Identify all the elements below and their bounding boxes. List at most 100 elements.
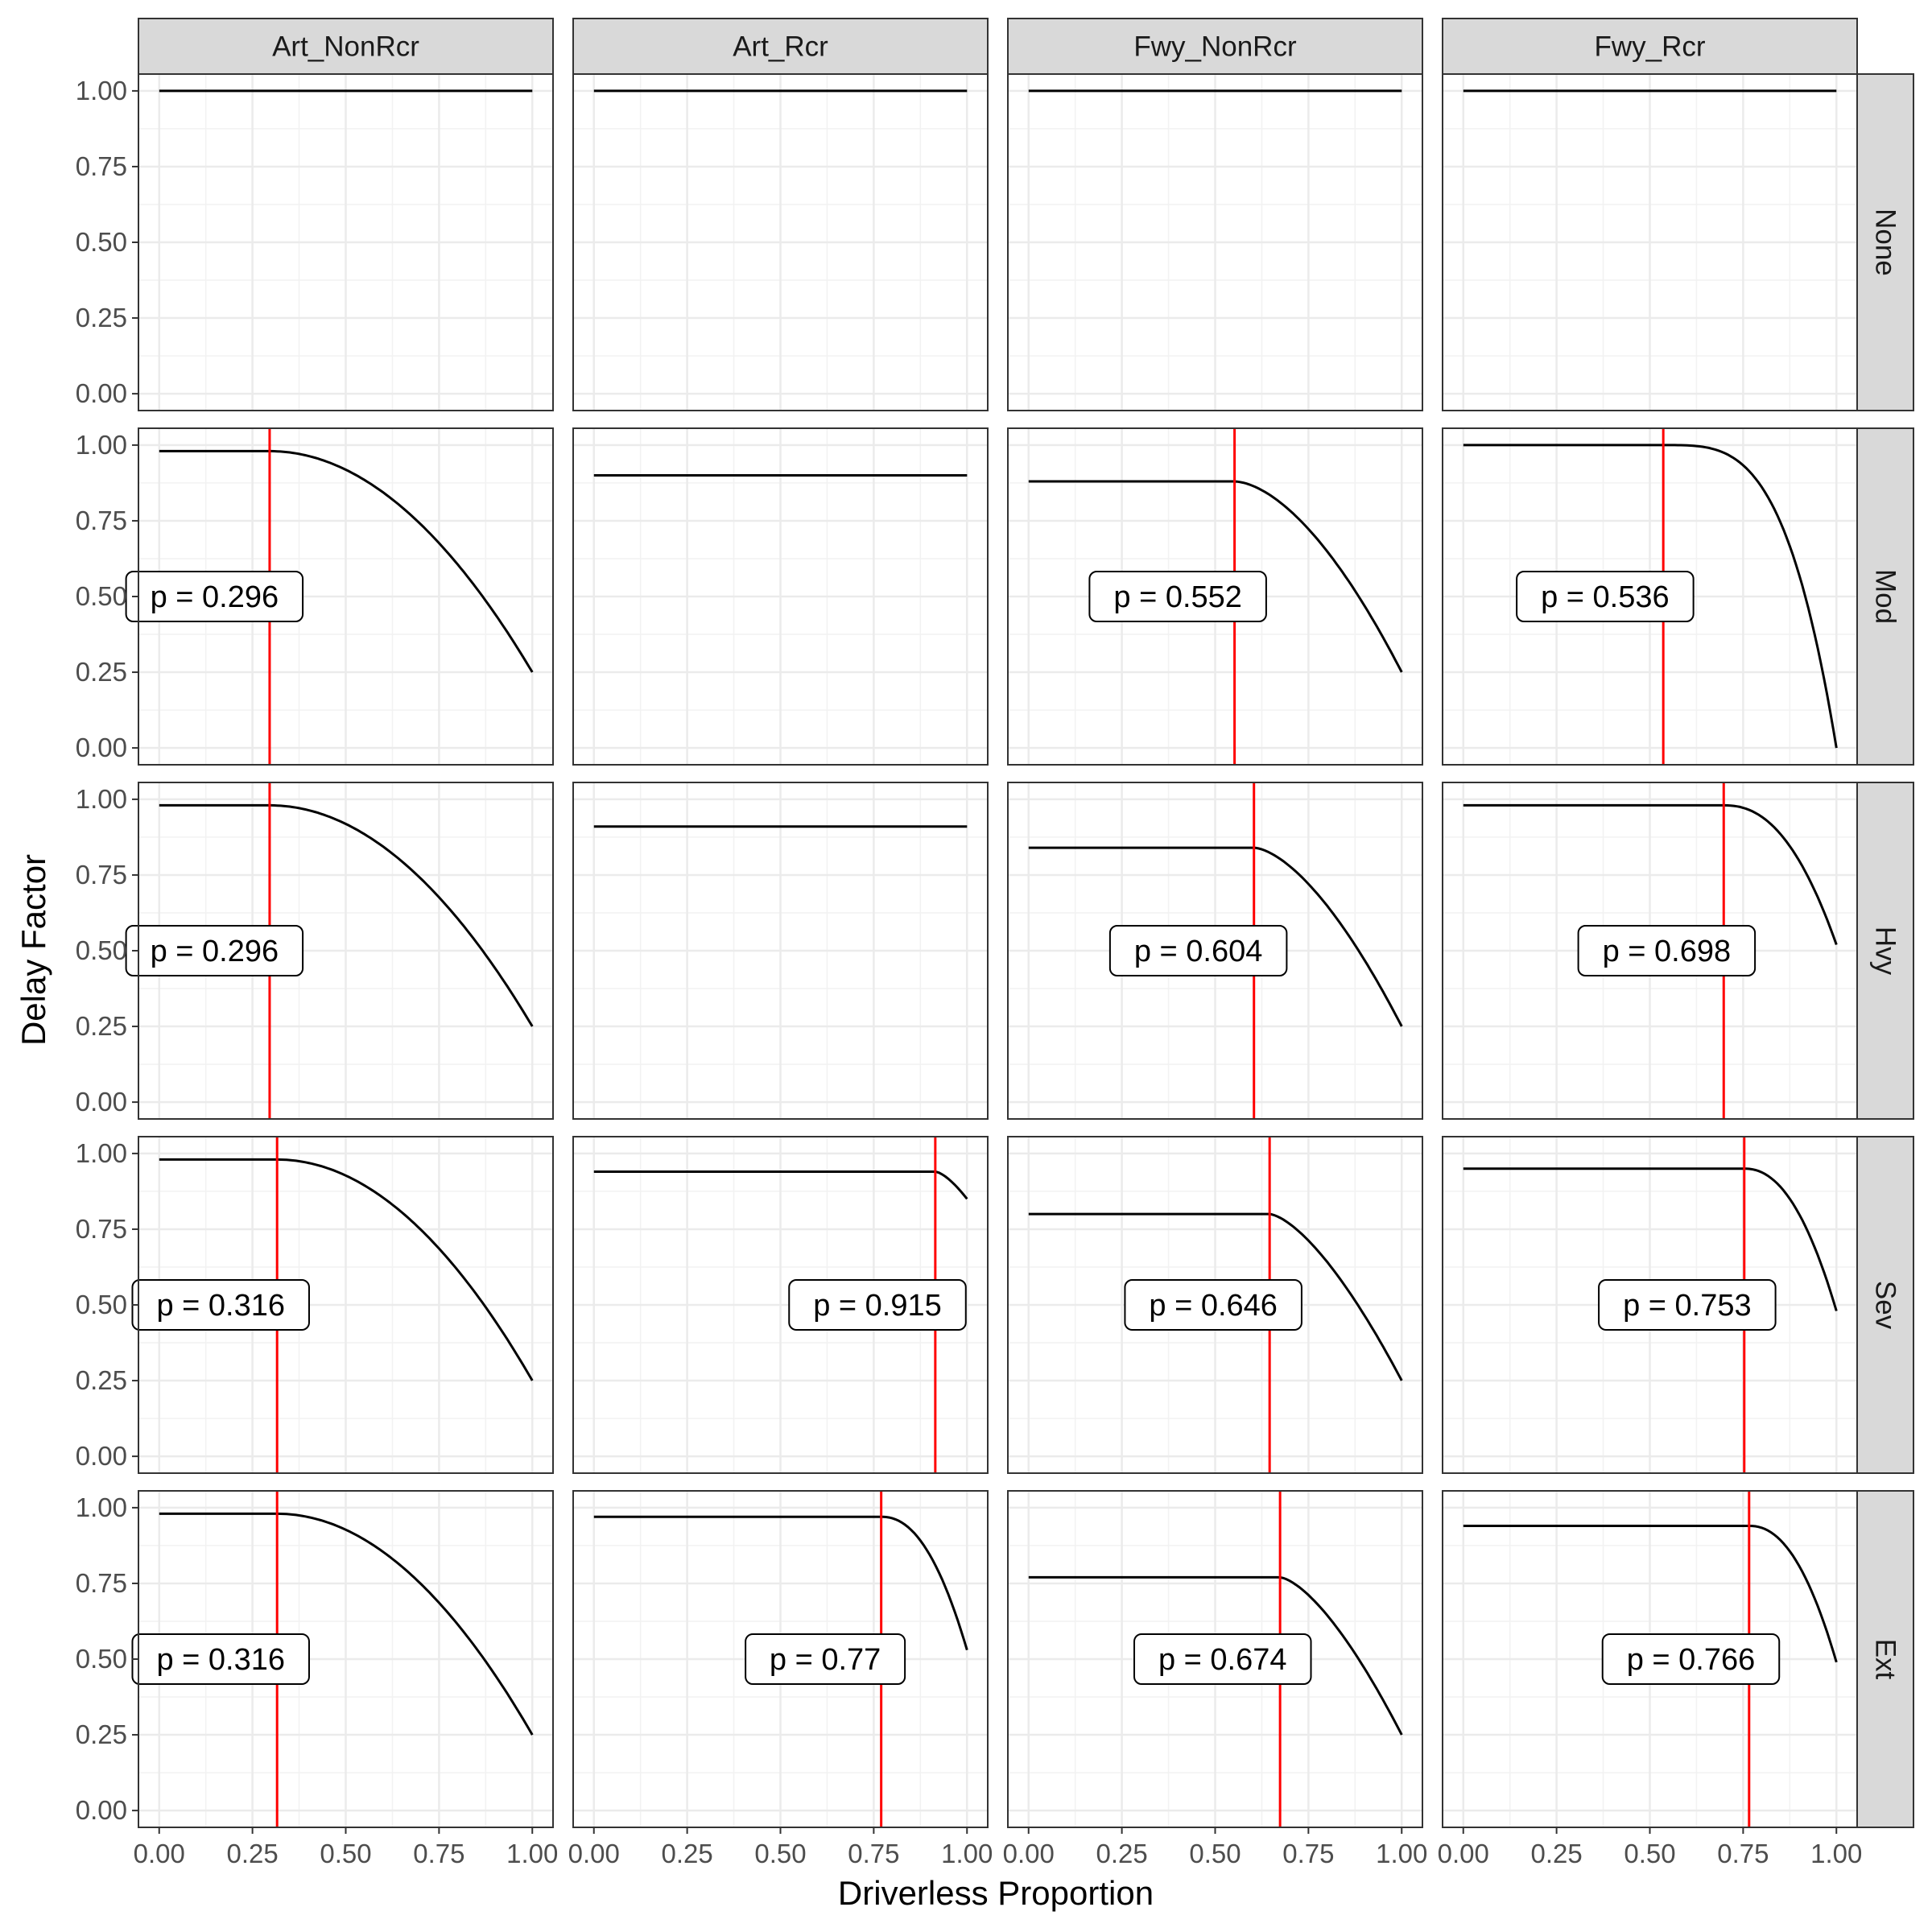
x-tick-label: 0.75 xyxy=(413,1839,464,1868)
y-tick-label: 0.25 xyxy=(76,657,127,687)
y-tick-label: 0.50 xyxy=(76,581,127,611)
x-tick-label: 0.00 xyxy=(1438,1839,1489,1868)
delay-curve xyxy=(159,1512,534,1736)
y-tick-label: 0.25 xyxy=(76,1011,127,1041)
row-strip-label: Sev xyxy=(1870,1281,1901,1330)
y-tick-label: 1.00 xyxy=(76,430,127,460)
row-strip-label: Mod xyxy=(1870,569,1901,624)
x-tick-label: 0.00 xyxy=(134,1839,185,1868)
p-label-text: p = 0.604 xyxy=(1134,935,1263,968)
p-label-box xyxy=(1516,571,1695,622)
p-label-text: p = 0.674 xyxy=(1158,1643,1287,1677)
panel-ext-fwy_rcr: p = 0.766 xyxy=(1442,1490,1858,1828)
y-tick-label: 0.50 xyxy=(76,1644,127,1674)
p-label-text: p = 0.753 xyxy=(1623,1289,1752,1323)
panel-border xyxy=(1442,782,1858,1120)
p-label-text: p = 0.316 xyxy=(156,1643,285,1677)
y-tick-label: 1.00 xyxy=(76,784,127,814)
column-strip-label: Fwy_Rcr xyxy=(1594,31,1705,63)
p-label-box xyxy=(1108,925,1288,976)
panel-border xyxy=(572,73,989,411)
x-tick-label: 0.00 xyxy=(568,1839,620,1868)
p-label-box xyxy=(1577,925,1757,976)
row-strip-label: Ext xyxy=(1870,1639,1901,1680)
column-strip xyxy=(138,18,554,75)
panel-mod-fwy_nonrcr: p = 0.552 xyxy=(1007,427,1423,766)
y-tick-label: 0.00 xyxy=(76,1441,127,1471)
p-label-box xyxy=(1598,1279,1777,1331)
panel-ext-art_nonrcr: p = 0.316 xyxy=(131,1490,554,1828)
y-tick-label: 1.00 xyxy=(76,1492,127,1522)
p-label-text: p = 0.536 xyxy=(1541,580,1670,614)
x-tick-label: 0.50 xyxy=(320,1839,371,1868)
x-tick-label: 0.25 xyxy=(227,1839,279,1868)
panel-border xyxy=(1007,782,1423,1120)
x-tick-label: 0.25 xyxy=(1096,1839,1148,1868)
y-tick-label: 0.50 xyxy=(76,227,127,257)
y-tick-label: 0.00 xyxy=(76,1795,127,1825)
p-label-text: p = 0.915 xyxy=(813,1289,942,1323)
column-strip xyxy=(1442,18,1858,75)
p-label-text: p = 0.552 xyxy=(1113,580,1242,614)
x-tick-label: 1.00 xyxy=(1376,1839,1427,1868)
x-tick-label: 1.00 xyxy=(506,1839,558,1868)
row-strip xyxy=(1856,782,1914,1120)
delay-curve xyxy=(593,1170,968,1200)
y-tick-label: 0.75 xyxy=(76,506,127,535)
x-axis-title: Driverless Proportion xyxy=(838,1874,1154,1912)
y-tick-label: 0.50 xyxy=(76,1290,127,1319)
panel-mod-art_nonrcr: p = 0.296 xyxy=(125,427,554,766)
y-tick-label: 1.00 xyxy=(76,1138,127,1168)
x-tick-label: 0.50 xyxy=(1189,1839,1241,1868)
column-strip-label: Fwy_NonRcr xyxy=(1133,31,1297,63)
panel-ext-fwy_nonrcr: p = 0.674 xyxy=(1007,1490,1423,1828)
panel-border xyxy=(1442,427,1858,766)
delay-curve xyxy=(593,1515,968,1651)
x-tick-label: 0.50 xyxy=(754,1839,806,1868)
delay-curve xyxy=(1463,444,1838,749)
y-tick-label: 1.00 xyxy=(76,76,127,105)
delay-curve xyxy=(1028,1212,1403,1381)
y-tick-label: 0.25 xyxy=(76,1719,127,1749)
panel-sev-art_nonrcr: p = 0.316 xyxy=(131,1136,554,1474)
panel-hvy-art_rcr xyxy=(572,782,989,1120)
column-strip-label: Art_NonRcr xyxy=(272,31,419,63)
y-tick-label: 0.75 xyxy=(76,151,127,181)
panel-mod-art_rcr xyxy=(572,427,989,766)
panel-border xyxy=(1442,73,1858,411)
panel-border xyxy=(1007,1136,1423,1474)
x-tick-label: 0.00 xyxy=(1003,1839,1055,1868)
y-tick-label: 0.75 xyxy=(76,1214,127,1244)
delay-curve xyxy=(1028,846,1403,1027)
panel-none-fwy_rcr xyxy=(1442,73,1858,411)
x-tick-label: 0.50 xyxy=(1624,1839,1675,1868)
p-label-text: p = 0.316 xyxy=(156,1289,285,1323)
y-tick-label: 0.75 xyxy=(76,1568,127,1598)
p-label-text: p = 0.646 xyxy=(1149,1289,1278,1323)
row-strip xyxy=(1856,1136,1914,1474)
row-strip xyxy=(1856,427,1914,766)
column-strip xyxy=(572,18,989,75)
delay-curve xyxy=(159,449,534,673)
row-strip-label: None xyxy=(1870,208,1901,276)
delay-curve xyxy=(1463,803,1838,946)
panel-border xyxy=(572,782,989,1120)
x-tick-label: 0.75 xyxy=(1717,1839,1769,1868)
panel-none-fwy_nonrcr xyxy=(1007,73,1423,411)
delay-curve xyxy=(1463,1525,1838,1663)
panel-grid: Art_NonRcr Art_Rcr Fwy_NonRcr Fwy_Rcr None Mo… xyxy=(76,18,1914,1868)
panel-border xyxy=(1442,1136,1858,1474)
p-label-box xyxy=(1124,1279,1302,1331)
x-tick-label: 0.25 xyxy=(1531,1839,1583,1868)
x-tick-label: 0.75 xyxy=(848,1839,899,1868)
panel-hvy-fwy_nonrcr: p = 0.604 xyxy=(1007,782,1423,1120)
y-tick-label: 0.00 xyxy=(76,378,127,408)
panel-mod-fwy_rcr: p = 0.536 xyxy=(1442,427,1858,766)
row-strip-label: Hvy xyxy=(1870,927,1901,976)
panel-hvy-fwy_rcr: p = 0.698 xyxy=(1442,782,1858,1120)
y-tick-label: 0.25 xyxy=(76,303,127,332)
y-tick-label: 0.75 xyxy=(76,860,127,890)
row-strip xyxy=(1856,73,1914,411)
y-axis-title: Delay Factor xyxy=(14,854,52,1046)
